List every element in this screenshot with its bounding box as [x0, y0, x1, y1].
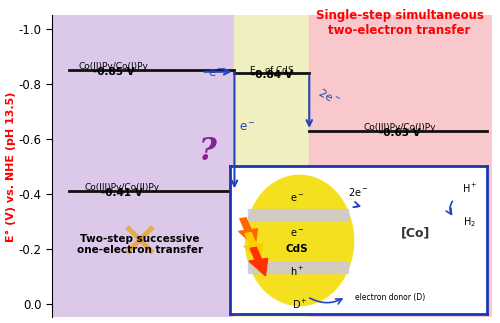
Y-axis label: E° (V) vs. NHE (pH 13.5): E° (V) vs. NHE (pH 13.5) — [6, 91, 16, 242]
Bar — [310, 16, 492, 318]
Text: Co(III)Py/Co(I)Py: Co(III)Py/Co(I)Py — [363, 122, 436, 131]
Text: ?: ? — [199, 136, 217, 167]
Text: -0.84 V: -0.84 V — [251, 70, 292, 80]
Text: -0.41 V: -0.41 V — [102, 188, 143, 198]
Text: E$_{fb}$ of CdS: E$_{fb}$ of CdS — [249, 65, 295, 78]
Bar — [234, 16, 310, 318]
Text: Co(III)Py/Co(II)Py: Co(III)Py/Co(II)Py — [84, 183, 160, 192]
Text: Two-step successive
one-electron transfer: Two-step successive one-electron transfe… — [77, 234, 203, 255]
Text: -0.63 V: -0.63 V — [378, 128, 420, 138]
Text: 2e$^-$: 2e$^-$ — [316, 86, 342, 108]
Text: Single-step simultaneous
two-electron transfer: Single-step simultaneous two-electron tr… — [316, 9, 484, 37]
Text: Co(II)Py/Co(I)Py: Co(II)Py/Co(I)Py — [78, 62, 148, 71]
Text: -0.85 V: -0.85 V — [92, 67, 134, 77]
Bar — [52, 16, 234, 318]
Text: e$^-$: e$^-$ — [239, 121, 256, 134]
Text: ✕: ✕ — [119, 221, 161, 269]
Text: e$^-$: e$^-$ — [208, 67, 225, 80]
